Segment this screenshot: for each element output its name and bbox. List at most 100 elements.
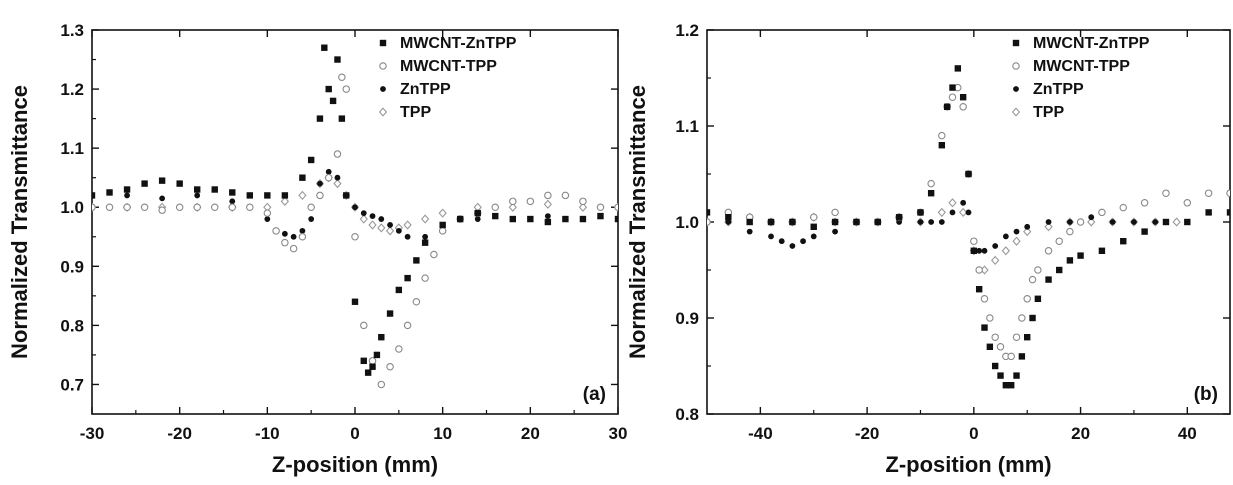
data-point: [159, 195, 166, 202]
data-point: [1045, 219, 1052, 225]
legend-marker: [379, 39, 387, 47]
data-point: [298, 233, 307, 241]
data-point: [768, 233, 774, 240]
data-point: [299, 174, 306, 181]
series-mwcnt-zntpp: [707, 65, 1230, 389]
legend-marker: [1012, 39, 1020, 47]
data-point: [474, 216, 481, 222]
legend-marker: [1012, 62, 1020, 70]
data-point: [1109, 219, 1116, 225]
data-point: [360, 321, 368, 330]
data-point: [246, 203, 254, 211]
chart-panel-a: -30 -20 -10 0 10 20 30 0.7 0.8 0.9 1.0 1.1 1.2 1.3 Z-p…: [7, 21, 627, 477]
data-point: [965, 209, 972, 216]
data-point: [158, 206, 166, 214]
data-point: [527, 215, 534, 223]
data-point: [544, 213, 551, 219]
x-tick-label: -30: [80, 424, 105, 443]
data-point: [290, 233, 297, 240]
data-point: [298, 190, 307, 201]
data-point: [492, 212, 499, 220]
legend-label: MWCNT-ZnTPP: [400, 35, 517, 52]
y-tick-label: 1.0: [60, 198, 84, 217]
legend-label: TPP: [400, 104, 431, 121]
data-point: [421, 239, 429, 246]
data-points: [707, 65, 1230, 389]
data-point: [937, 207, 946, 218]
data-point: [1131, 219, 1137, 225]
data-point: [1034, 295, 1042, 302]
series-mwcnt-tpp: [92, 73, 618, 389]
data-point: [1162, 189, 1170, 197]
data-point: [1018, 353, 1026, 360]
y-tick-label: 0.9: [60, 257, 84, 276]
legend-marker: [380, 86, 386, 92]
data-point: [614, 203, 618, 211]
data-point: [928, 219, 935, 225]
data-point: [210, 203, 219, 211]
data-point: [246, 192, 253, 199]
data-point: [970, 247, 978, 254]
legend-marker: [1013, 86, 1019, 92]
series-zntpp: [707, 199, 1159, 254]
series-tpp: [707, 198, 1181, 275]
y-tick-label: 0.8: [675, 405, 699, 424]
data-point: [158, 177, 166, 184]
data-point: [308, 216, 315, 222]
data-point: [996, 343, 1005, 351]
x-tick-label: 20: [1071, 424, 1090, 443]
data-point: [1045, 276, 1052, 283]
y-tick-label: 0.8: [60, 316, 84, 335]
data-point: [1001, 246, 1010, 256]
data-point: [778, 238, 785, 245]
data-point: [334, 56, 341, 63]
data-point: [707, 209, 711, 216]
data-point: [578, 202, 588, 212]
x-tick-label: 40: [1178, 424, 1197, 443]
data-point: [1205, 209, 1212, 216]
data-point: [707, 218, 711, 226]
data-point: [229, 189, 236, 196]
data-point: [948, 93, 957, 101]
data-point: [997, 372, 1004, 379]
data-point: [1088, 214, 1095, 221]
legend-label: MWCNT-TPP: [400, 58, 497, 75]
data-point: [141, 180, 148, 187]
data-point: [299, 227, 306, 234]
data-point: [1023, 226, 1032, 237]
data-point: [1012, 333, 1021, 341]
data-point: [831, 208, 839, 217]
data-point: [338, 115, 346, 122]
data-point: [106, 189, 113, 196]
data-point: [439, 221, 446, 229]
data-point: [917, 219, 924, 225]
data-point: [123, 186, 131, 193]
data-point: [175, 203, 184, 211]
data-point: [561, 191, 570, 200]
data-point: [395, 345, 403, 353]
data-point: [1152, 219, 1159, 225]
data-point: [1023, 295, 1031, 303]
data-point: [975, 286, 983, 293]
data-point: [317, 180, 323, 187]
data-point: [980, 295, 989, 303]
data-point: [1056, 266, 1063, 274]
plot-frame: [91, 29, 619, 415]
data-point: [324, 173, 333, 182]
data-point: [1018, 314, 1026, 322]
chart-panel-b: -40 -20 0 20 40 0.8 0.9 1.0 1.1 1.2 Z-position (mm…: [625, 21, 1231, 477]
legend-label: MWCNT-TPP: [1033, 58, 1130, 75]
data-point: [413, 257, 420, 264]
x-tick-label: -10: [255, 424, 280, 443]
data-point: [1002, 233, 1009, 240]
data-point: [92, 203, 96, 211]
data-point: [1044, 222, 1053, 232]
data-point: [1034, 266, 1042, 274]
y-tick-label: 0.7: [60, 375, 84, 394]
legend-label: ZnTPP: [1033, 81, 1084, 98]
data-point: [746, 228, 753, 235]
data-point: [329, 97, 337, 105]
data-point: [1184, 218, 1191, 226]
data-point: [927, 190, 935, 197]
